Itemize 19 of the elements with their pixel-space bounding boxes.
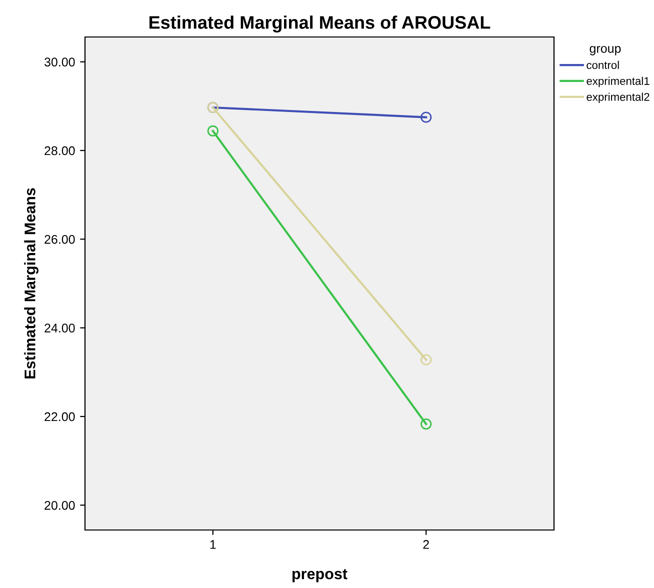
y-tick-label: 26.00 [44,234,75,244]
y-tick-label: 24.00 [44,324,75,332]
point [207,125,218,137]
chart-title: Estimated Marginal Means of AROUSAL [150,16,490,32]
legend-label: exprimental2 [586,92,650,104]
x-tick-label: 2 [423,540,429,549]
y-tick-label: 30.00 [44,58,75,66]
y-tick-label: 20.00 [44,500,75,510]
y-tick-label: 28.00 [44,146,75,156]
point [420,354,432,366]
legend-label: control [586,60,619,70]
y-axis-title: Estimated Marginal Means [24,188,38,378]
y-tick-label: 22.00 [44,412,75,422]
point [420,112,432,123]
legend-label: exprimental1 [586,76,650,88]
x-tick-label: 1 [210,540,216,549]
legend-title: group [590,46,621,56]
point [420,418,432,430]
x-axis-title: prepost [292,569,348,582]
